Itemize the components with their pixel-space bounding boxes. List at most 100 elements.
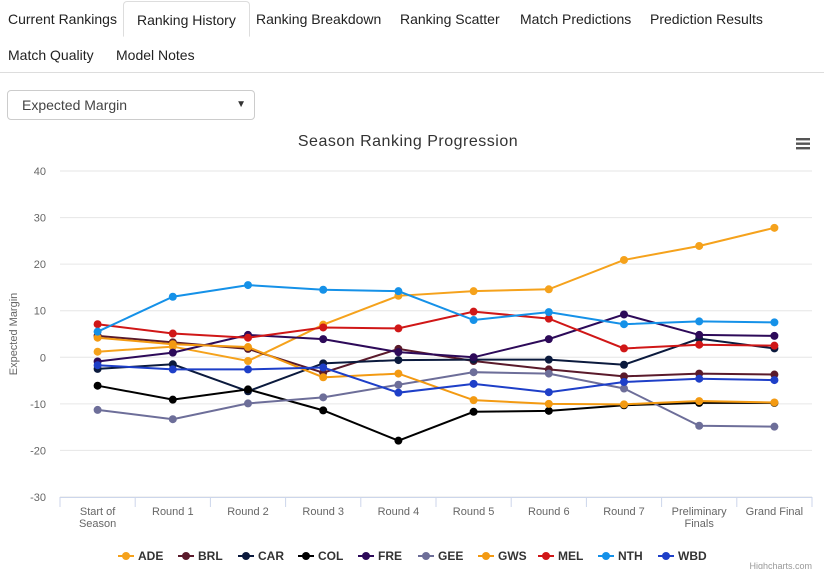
series-line	[97, 226, 775, 363]
point	[93, 333, 102, 342]
series-line	[97, 371, 775, 428]
legend-swatch	[122, 552, 130, 560]
point	[469, 396, 478, 405]
legend-item[interactable]: NTH	[598, 549, 643, 563]
point	[770, 341, 779, 350]
point	[469, 307, 478, 316]
point	[469, 316, 478, 325]
menu-icon[interactable]	[796, 138, 810, 150]
point	[770, 331, 779, 340]
point	[469, 407, 478, 416]
x-tick-label: Preliminary Finals	[671, 506, 727, 530]
point	[620, 255, 628, 264]
point	[319, 363, 328, 372]
x-tick-label: Start of Season	[78, 506, 117, 530]
point	[770, 376, 779, 385]
point	[770, 398, 779, 407]
x-tick-label: Round 7	[603, 506, 645, 518]
legend-label: NTH	[618, 549, 643, 563]
legend-label: BRL	[198, 549, 223, 563]
y-tick-label: 30	[34, 213, 46, 225]
tab[interactable]: Ranking History	[123, 1, 250, 37]
point	[168, 365, 177, 374]
point	[244, 399, 252, 408]
tab[interactable]: Ranking Breakdown	[256, 11, 382, 27]
point	[544, 308, 553, 317]
series-line	[97, 384, 775, 442]
tab[interactable]: Prediction Results	[650, 11, 763, 27]
point	[168, 329, 177, 338]
legend-label: CAR	[258, 549, 284, 563]
point	[544, 369, 553, 378]
point	[168, 415, 177, 424]
series-line	[97, 336, 775, 406]
legend-swatch	[482, 552, 490, 560]
point	[695, 241, 704, 250]
point	[544, 314, 553, 323]
divider	[0, 72, 824, 73]
point	[695, 374, 704, 383]
metric-select[interactable]: Expected Margin ▼	[7, 90, 255, 120]
point	[620, 344, 628, 353]
point	[544, 388, 553, 397]
legend-item[interactable]: MEL	[538, 549, 583, 563]
point	[394, 287, 403, 296]
series-line	[97, 364, 775, 394]
point	[319, 285, 328, 294]
y-tick-label: 20	[34, 259, 46, 271]
point	[695, 330, 704, 339]
point	[244, 385, 252, 394]
point	[244, 343, 252, 352]
legend-item[interactable]: COL	[298, 549, 343, 563]
legend-item[interactable]: GEE	[418, 549, 463, 563]
point	[394, 436, 403, 445]
point	[93, 381, 102, 390]
legend-label: GEE	[438, 549, 463, 563]
tab[interactable]: Model Notes	[116, 47, 195, 63]
y-tick-label: -10	[30, 399, 46, 411]
x-tick-label: Round 6	[528, 506, 570, 518]
legend-label: FRE	[378, 549, 402, 563]
legend-swatch	[242, 552, 250, 560]
point	[394, 356, 403, 365]
x-tick-label: Round 3	[302, 506, 344, 518]
tab[interactable]: Ranking Scatter	[400, 11, 500, 27]
point	[544, 285, 553, 294]
legend-item[interactable]: CAR	[238, 549, 284, 563]
point	[168, 395, 177, 404]
legend-label: WBD	[678, 549, 707, 563]
x-tick-label: Round 1	[152, 506, 194, 518]
x-tick-label: Grand Final	[745, 506, 804, 518]
point	[394, 388, 403, 397]
point	[469, 287, 478, 296]
point	[319, 406, 328, 415]
select-value: Expected Margin	[22, 97, 128, 113]
tab[interactable]: Match Predictions	[520, 11, 632, 27]
point	[244, 357, 252, 366]
series-line	[97, 284, 775, 333]
x-tick-label: Round 2	[227, 506, 269, 518]
point	[770, 422, 779, 431]
tab[interactable]: Current Rankings	[8, 11, 117, 27]
legend-label: MEL	[558, 549, 583, 563]
chart-title: Season Ranking Progression	[298, 133, 518, 150]
legend-item[interactable]: ADE	[118, 549, 163, 563]
point	[93, 327, 102, 336]
point	[93, 347, 102, 356]
legend-label: ADE	[138, 549, 163, 563]
legend-item[interactable]: BRL	[178, 549, 223, 563]
y-tick-label: -30	[30, 492, 46, 504]
point	[469, 353, 478, 362]
point	[695, 340, 704, 349]
legend-swatch	[302, 552, 310, 560]
y-tick-label: 0	[40, 352, 46, 364]
legend-item[interactable]: GWS	[478, 549, 527, 563]
legend-item[interactable]: FRE	[358, 549, 402, 563]
point	[620, 310, 628, 319]
legend-item[interactable]: WBD	[658, 549, 707, 563]
tab[interactable]: Match Quality	[8, 47, 94, 63]
point	[544, 399, 553, 408]
point	[620, 320, 628, 329]
